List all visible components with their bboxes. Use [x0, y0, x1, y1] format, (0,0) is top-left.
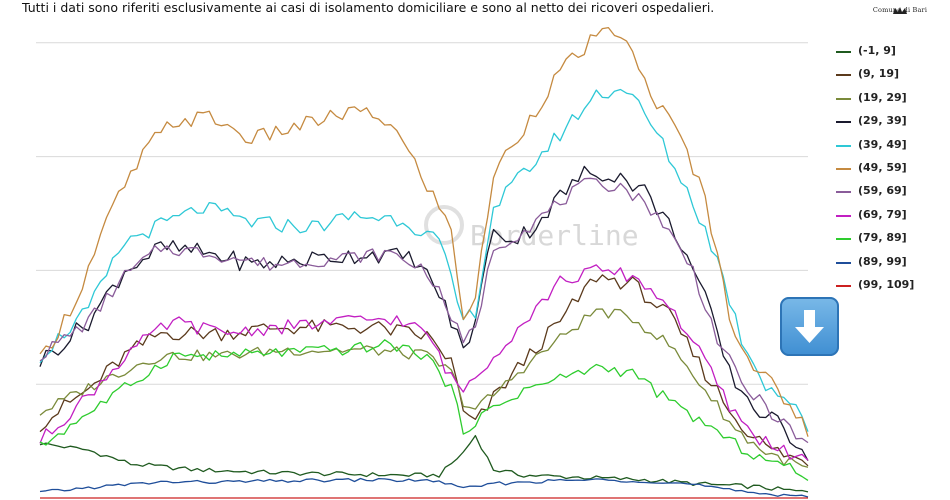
legend-swatch	[836, 238, 851, 241]
legend-swatch	[836, 97, 851, 100]
series-line	[39, 165, 809, 462]
watermark: Borderline	[424, 205, 639, 252]
series-line	[39, 434, 809, 493]
crown-icon	[893, 7, 907, 14]
legend-label: (79, 89]	[858, 231, 907, 245]
legend-swatch	[836, 261, 851, 264]
legend-swatch	[836, 144, 851, 147]
comune-di-bari-logo: Comune di Bari	[868, 0, 932, 16]
legend-label: (69, 79]	[858, 207, 907, 221]
legend-swatch	[836, 191, 851, 194]
scroll-down-button[interactable]	[780, 297, 839, 356]
legend-label: (99, 109]	[858, 277, 915, 291]
legend-label: (19, 29]	[858, 90, 907, 104]
series-line	[39, 177, 809, 444]
legend-label: (-1, 9]	[858, 44, 896, 57]
legend-label: (9, 19]	[858, 67, 900, 81]
series-line	[39, 88, 809, 432]
logo-text: Comune di Bari	[872, 6, 928, 14]
legend-label: (39, 49]	[858, 137, 907, 151]
gridlines	[36, 42, 808, 385]
series-line	[39, 274, 809, 467]
series-line	[39, 339, 809, 481]
series-line	[39, 264, 809, 461]
watermark-text: Borderline	[470, 219, 639, 252]
legend-label: (49, 59]	[858, 160, 907, 174]
down-arrow-icon	[795, 310, 824, 343]
series-line	[39, 308, 809, 468]
legend-swatch	[836, 284, 851, 287]
legend-label: (59, 69]	[858, 184, 907, 198]
legend-label: (89, 99]	[858, 254, 907, 268]
chart-subtitle: Tutti i dati sono riferiti esclusivament…	[22, 0, 715, 15]
legend-swatch	[836, 74, 851, 77]
series-lines	[39, 26, 809, 499]
legend-swatch	[836, 167, 851, 170]
series-line	[39, 477, 809, 498]
legend-swatch	[836, 51, 851, 53]
series-line	[39, 26, 809, 437]
legend-swatch	[836, 214, 851, 217]
legend-swatch	[836, 121, 851, 124]
legend-label: (29, 39]	[858, 114, 907, 128]
